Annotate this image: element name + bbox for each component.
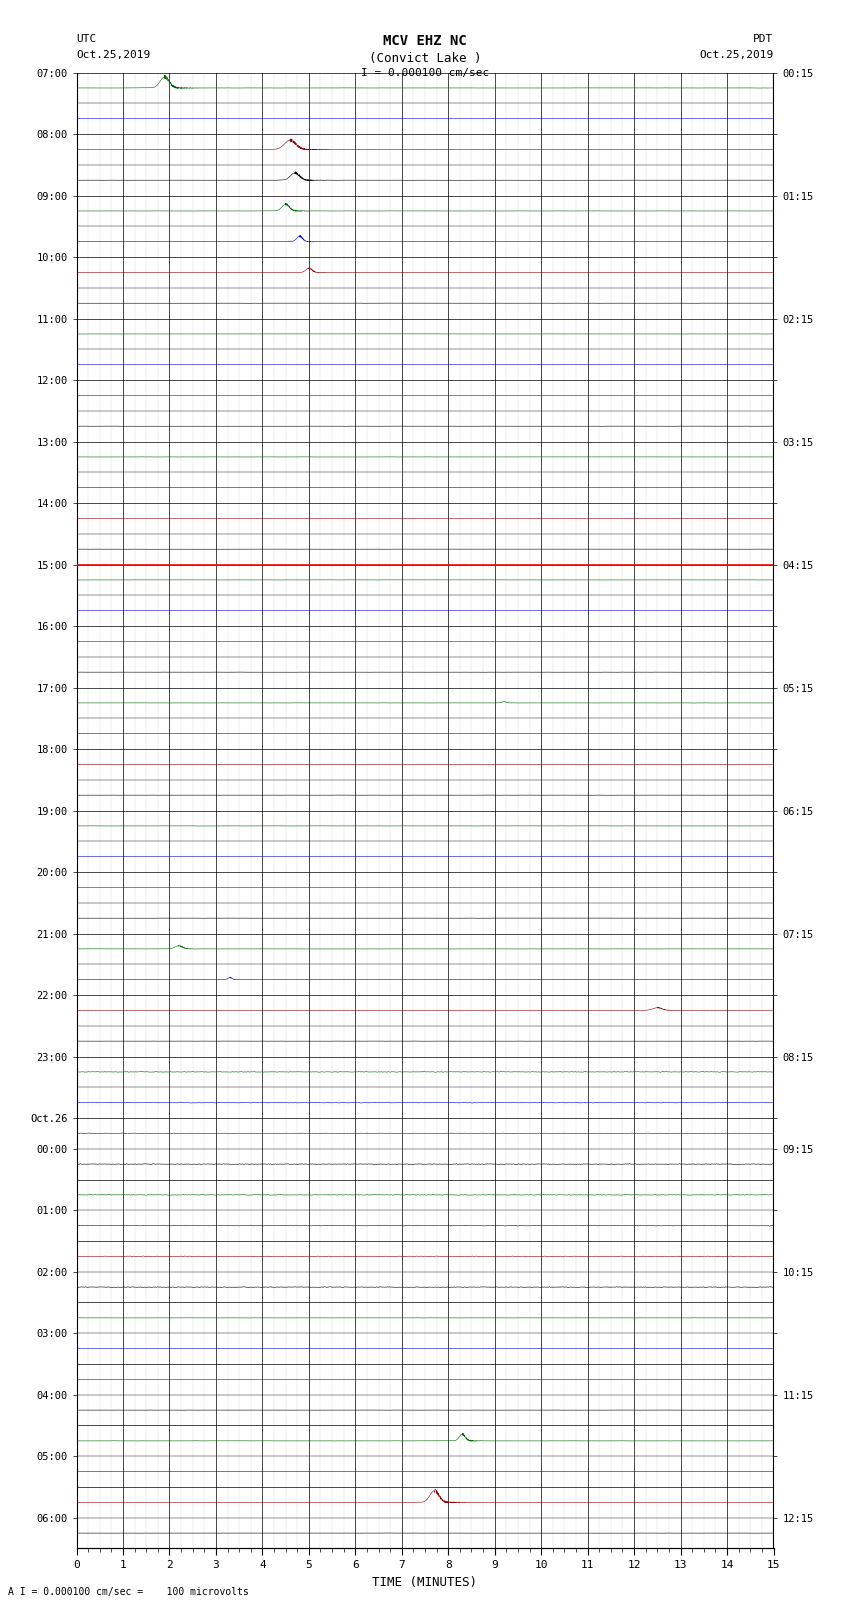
Text: I = 0.000100 cm/sec: I = 0.000100 cm/sec [361,68,489,77]
Text: (Convict Lake ): (Convict Lake ) [369,52,481,65]
Text: UTC: UTC [76,34,97,44]
Text: Oct.25,2019: Oct.25,2019 [700,50,774,60]
Text: A I = 0.000100 cm/sec =    100 microvolts: A I = 0.000100 cm/sec = 100 microvolts [8,1587,249,1597]
Text: MCV EHZ NC: MCV EHZ NC [383,34,467,48]
X-axis label: TIME (MINUTES): TIME (MINUTES) [372,1576,478,1589]
Text: PDT: PDT [753,34,774,44]
Text: Oct.25,2019: Oct.25,2019 [76,50,150,60]
